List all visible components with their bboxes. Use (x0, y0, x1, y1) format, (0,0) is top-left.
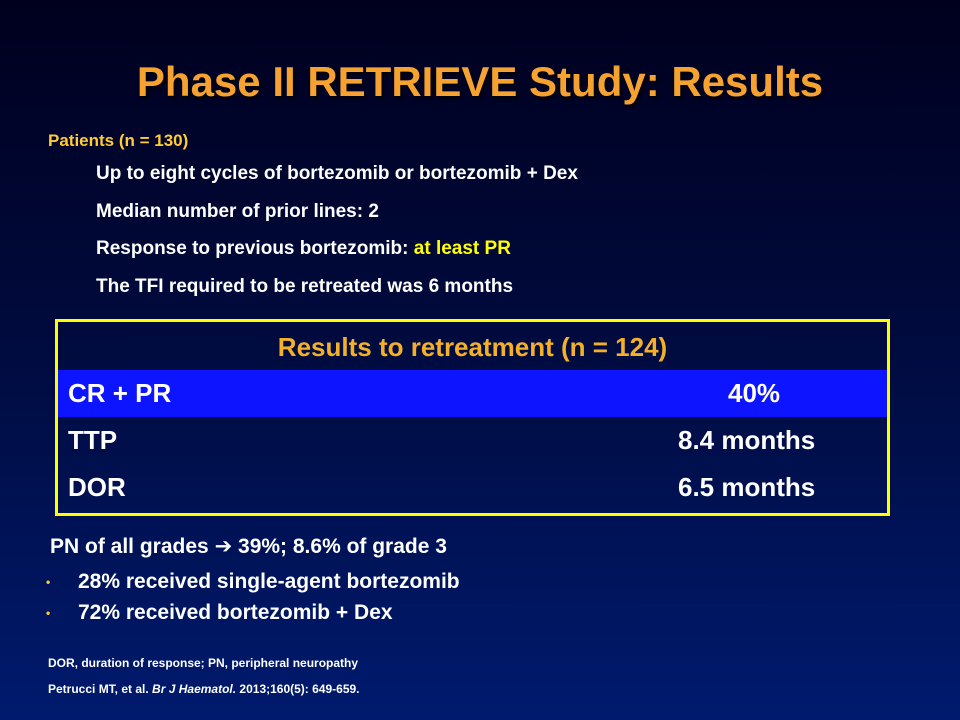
table-row: CR + PR 40% (58, 370, 887, 417)
list-item: • 72% received bortezomib + Dex (46, 599, 460, 630)
patients-item: Median number of prior lines: 2 (96, 200, 578, 238)
right-arrow-icon: ➔ (214, 534, 233, 558)
table-row-value: 8.4 months (678, 425, 816, 455)
patients-item: The TFI required to be retreated was 6 m… (96, 275, 578, 313)
results-table: Results to retreatment (n = 124) CR + PR… (55, 319, 890, 516)
table-row: TTP 8.4 months (58, 417, 887, 464)
patients-heading: Patients (n = 130) (48, 131, 189, 150)
table-row: DOR 6.5 months (58, 464, 887, 511)
table-row-label: TTP (68, 425, 118, 455)
citation: Petrucci MT, et al. Br J Haematol. 2013;… (48, 682, 360, 696)
patients-item-text: Up to eight cycles of bortezomib or bort… (96, 163, 578, 184)
patients-item-text: Median number of prior lines: 2 (96, 200, 379, 222)
table-row-value: 40% (728, 378, 781, 408)
citation-details: 2013;160(5): 649-659. (239, 682, 360, 696)
patients-item-text: Response to previous bortezomib: (96, 238, 414, 259)
patients-item-text: The TFI required to be retreated was 6 m… (96, 275, 514, 297)
slide-title: Phase II RETRIEVE Study: Results (136, 58, 824, 105)
bullet-dot-icon: • (46, 606, 51, 621)
pn-prefix: PN of all grades (50, 535, 209, 558)
patients-list: Up to eight cycles of bortezomib or bort… (96, 162, 578, 312)
results-table-heading: Results to retreatment (n = 124) (277, 332, 668, 362)
citation-journal: Br J Haematol. (152, 682, 237, 696)
patients-item: Up to eight cycles of bortezomib or bort… (96, 162, 578, 200)
citation-authors: Petrucci MT, et al. (48, 682, 149, 696)
table-row-label: CR + PR (68, 378, 172, 408)
bullet-dot-icon: • (46, 575, 51, 590)
patients-item-highlight: at least PR (413, 238, 511, 259)
patients-item: Response to previous bortezomib: at leas… (96, 237, 578, 275)
pn-summary: PN of all grades ➔ 39%; 8.6% of grade 3 (50, 534, 447, 559)
table-row-label: DOR (68, 472, 126, 502)
bullet-text: 72% received bortezomib + Dex (78, 601, 393, 624)
pn-bullets: • 28% received single-agent bortezomib • 7… (46, 568, 460, 630)
footnote: DOR, duration of response; PN, periphera… (48, 656, 359, 670)
table-row-value: 6.5 months (678, 472, 816, 502)
bullet-text: 28% received single-agent bortezomib (78, 570, 460, 593)
list-item: • 28% received single-agent bortezomib (46, 568, 460, 599)
pn-suffix: 39%; 8.6% of grade 3 (238, 535, 447, 558)
